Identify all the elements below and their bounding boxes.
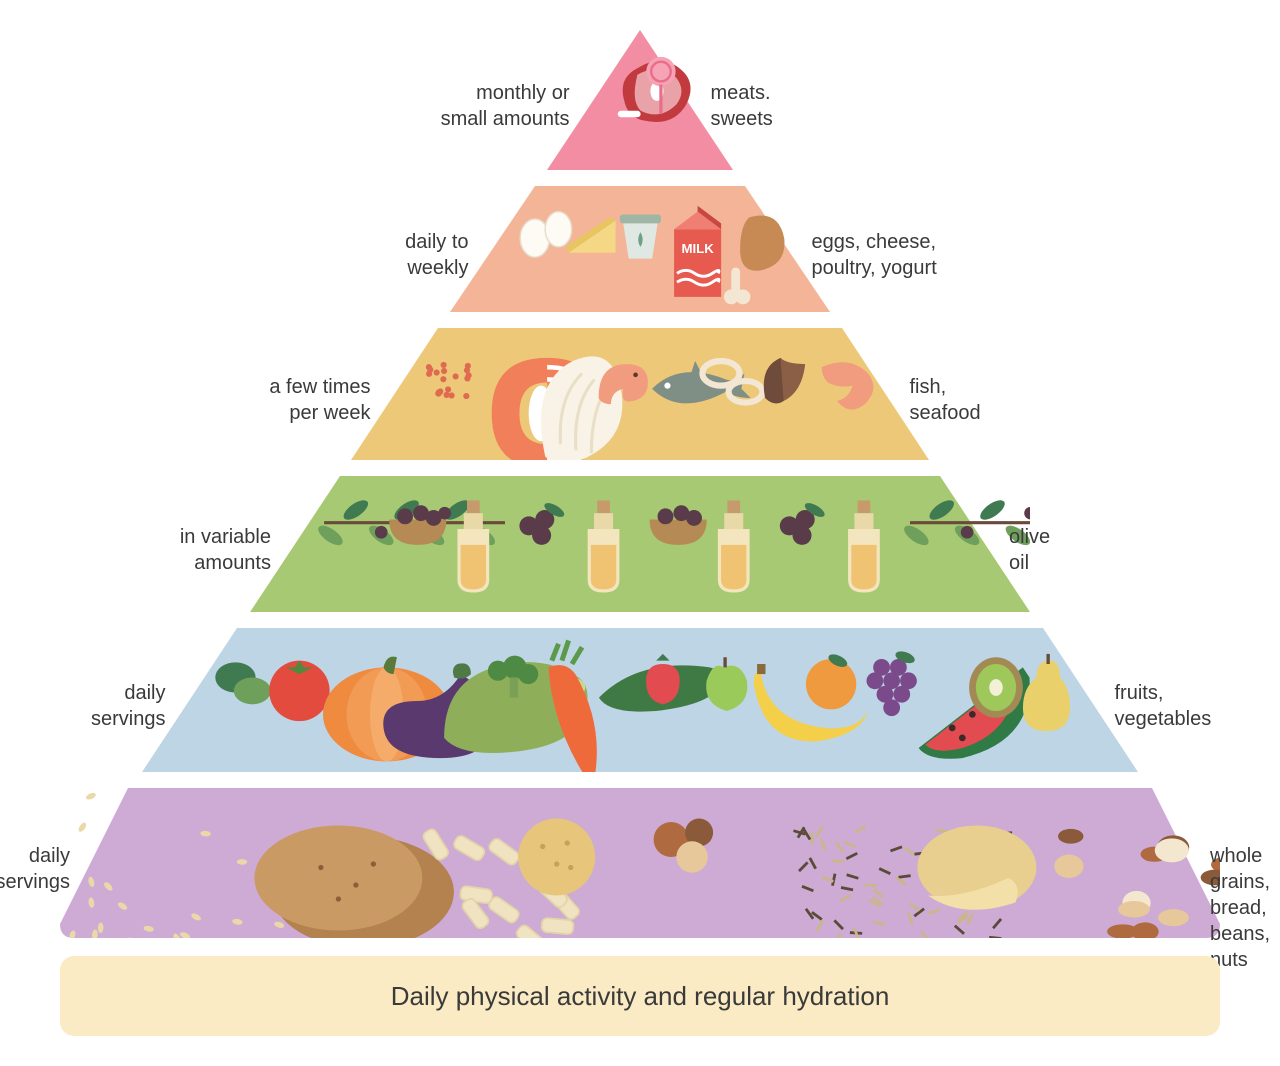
tier4-left-label: in variable amounts bbox=[180, 524, 271, 576]
tier2: MILK bbox=[450, 186, 830, 312]
tier5-right-label: fruits, vegetables bbox=[1115, 680, 1212, 732]
tomato-icon bbox=[269, 661, 329, 721]
tier1-right-label: meats. sweets bbox=[711, 80, 773, 132]
tier6-right-label: whole grains, bread, beans, nuts bbox=[1210, 843, 1280, 973]
tier2-left-label: daily to weekly bbox=[405, 229, 468, 281]
tier4 bbox=[250, 476, 1030, 612]
tier1-left-label: monthly or small amounts bbox=[441, 80, 570, 132]
potato-icon bbox=[917, 826, 1036, 910]
tier5 bbox=[142, 628, 1138, 772]
tier3 bbox=[351, 328, 929, 460]
svg-text:MILK: MILK bbox=[681, 241, 714, 256]
tier6-left-label: daily servings bbox=[0, 843, 70, 895]
tier6 bbox=[60, 788, 1220, 938]
kiwi-icon bbox=[969, 657, 1023, 717]
tier3-left-label: a few times per week bbox=[269, 374, 370, 426]
tier5-left-label: daily servings bbox=[91, 680, 165, 732]
tier3-right-label: fish, seafood bbox=[910, 374, 981, 426]
tier2-right-label: eggs, cheese, poultry, yogurt bbox=[812, 229, 937, 281]
tier1 bbox=[547, 30, 733, 170]
tier4-right-label: olive oil bbox=[1009, 524, 1050, 576]
base-bar: Daily physical activity and regular hydr… bbox=[60, 956, 1220, 1036]
cracker-icon bbox=[518, 819, 595, 896]
